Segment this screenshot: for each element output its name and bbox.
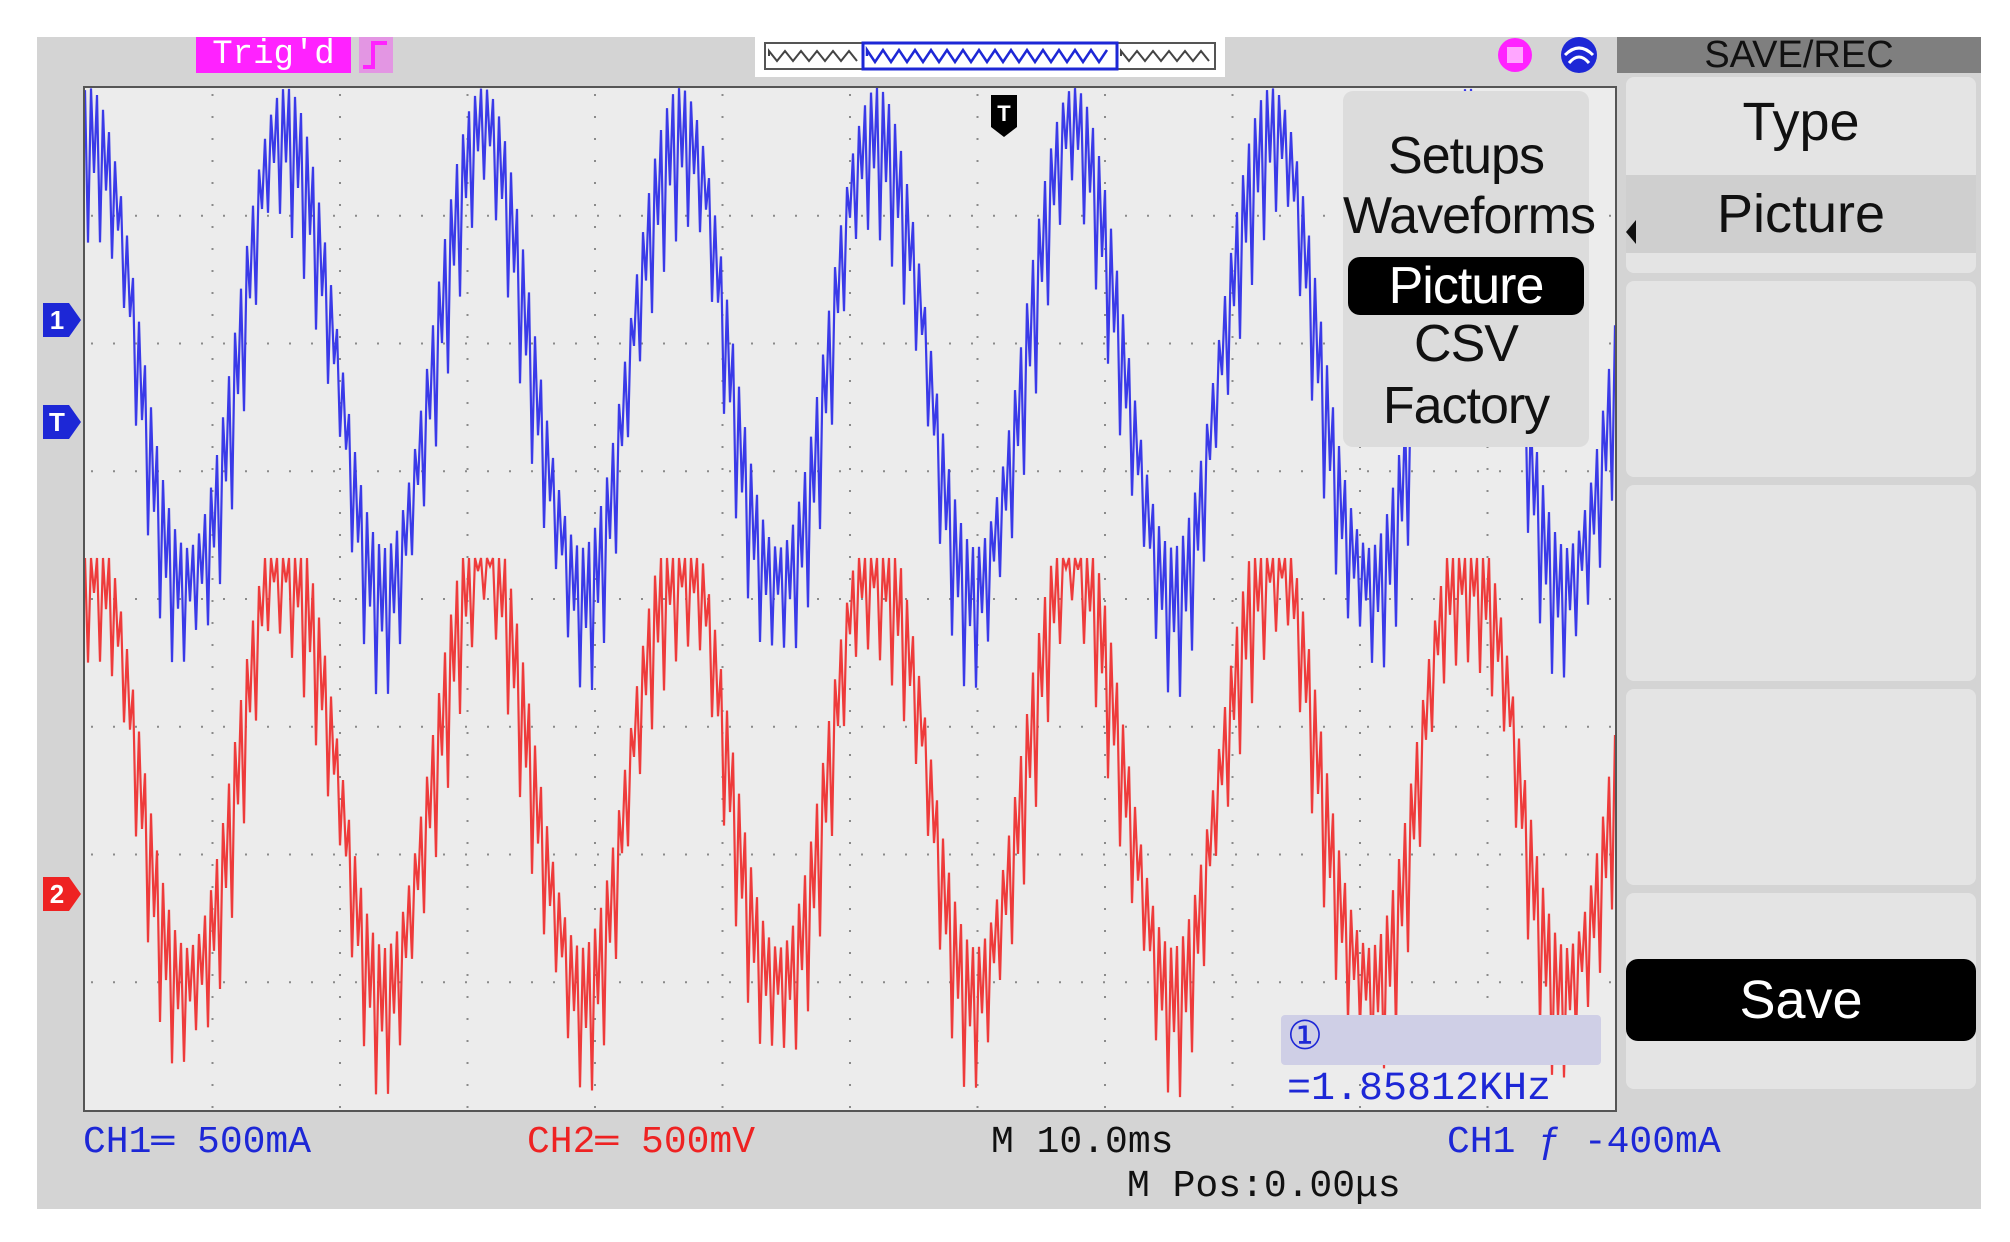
trigger-edge-icon (359, 37, 393, 73)
trigger-status-badge: Trig'd (196, 37, 351, 73)
softkey-blank-3[interactable] (1626, 485, 1976, 681)
ch1-ground-marker: 1 (43, 303, 83, 342)
softkey-blank-4[interactable] (1626, 689, 1976, 885)
menu-item-factory[interactable]: Factory (1382, 377, 1550, 435)
storage-type-menu: Setups Waveforms Picture CSV Factory (1343, 91, 1596, 447)
save-button[interactable]: Save (1626, 959, 1976, 1041)
side-menu-title: SAVE/REC (1617, 37, 1981, 73)
softkey-blank-2[interactable] (1626, 281, 1976, 477)
ch1-scale-readout: CH1═ 500mA (83, 1121, 312, 1164)
menu-item-csv[interactable]: CSV (1414, 315, 1519, 373)
network-icon (1561, 37, 1597, 73)
status-icons (1477, 37, 1617, 79)
timebase-readout: M 10.0ms (991, 1121, 1174, 1164)
softkey-type-label: Type (1742, 92, 1860, 152)
oscilloscope-screen: Trig'd SAVE/REC (37, 37, 1981, 1209)
menu-item-picture[interactable]: Picture (1348, 257, 1584, 315)
selection-arrow-icon (1624, 197, 1638, 244)
memory-position-bar (755, 37, 1225, 77)
svg-text:1: 1 (50, 305, 64, 335)
trigger-readout: CH1 ƒ -400mA (1447, 1121, 1721, 1164)
svg-text:T: T (997, 101, 1011, 126)
svg-text:T: T (49, 407, 65, 437)
softkey-save-container: Save (1626, 893, 1976, 1089)
svg-text:2: 2 (50, 879, 64, 909)
menu-item-setups[interactable]: Setups (1388, 127, 1545, 185)
horizontal-position-readout: M Pos:0.00μs (1127, 1165, 1401, 1208)
frequency-readout: ① =1.85812KHz (1281, 1015, 1601, 1112)
ch2-ground-marker: 2 (43, 877, 83, 916)
ch2-scale-readout: CH2═ 500mV (527, 1121, 756, 1164)
ch1-waveform (85, 88, 1615, 697)
menu-item-waveforms[interactable]: Waveforms (1343, 187, 1596, 245)
trigger-position-marker: T (989, 93, 1019, 139)
softkey-type[interactable]: Type Picture (1626, 77, 1976, 273)
usb-icon (1498, 38, 1532, 72)
softkey-type-value: Picture (1626, 175, 1976, 253)
trigger-level-marker: T (43, 405, 83, 444)
waveform-graticule (83, 86, 1617, 1112)
